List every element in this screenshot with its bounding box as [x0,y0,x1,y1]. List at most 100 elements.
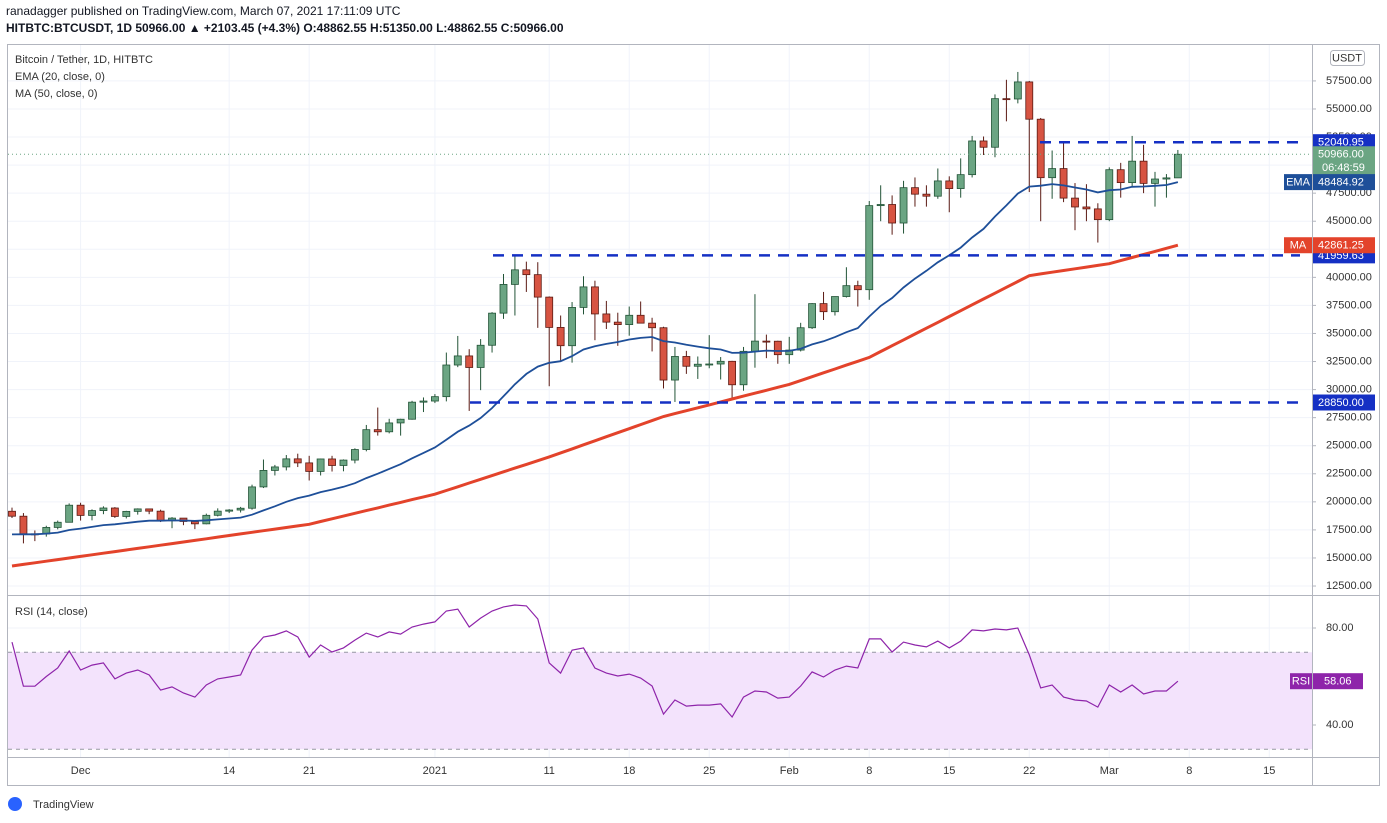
candle-body [705,363,714,366]
candle-body [1002,98,1011,101]
candle-body [591,286,599,315]
plot [8,71,1312,750]
brand: TradingView [8,797,94,811]
candle-body [579,286,588,308]
currency-box [1330,50,1365,66]
candle-body [350,449,359,461]
candle-body [1013,81,1022,100]
candle-body [648,322,656,329]
candle-body [145,508,154,512]
x-tick-label: Dec [71,765,91,777]
candle-body [636,314,645,324]
y-tick-label: 27500.00 [1326,412,1372,424]
x-tick-label: 15 [1263,765,1275,777]
rsi-value: 58.06 [1324,676,1352,688]
ema-legend: EMA (20, close, 0) [15,71,105,83]
candle-body [693,363,702,367]
candle-body [716,360,725,365]
candle-body [1093,208,1102,221]
indicator-name: MA [1290,240,1307,252]
candle-body [533,274,542,298]
candle-body [305,462,314,472]
y-tick-label: 35000.00 [1326,327,1372,339]
candle-body [796,327,805,351]
indicator-line [11,243,1179,568]
price-label: 52040.95 [1318,137,1364,149]
y-tick-label: 40.00 [1326,719,1354,731]
candle-body [671,356,679,381]
candle-body [8,510,16,517]
candle-body [53,521,62,528]
candle-body [728,360,736,386]
candle-body [476,344,485,368]
candle-body [568,307,576,347]
x-tick-label: 25 [703,765,715,777]
indicator-value-box [1313,174,1375,191]
x-tick-label: 2021 [423,765,447,777]
candle-body [831,296,839,313]
candle-body [922,193,931,197]
candle-body [956,174,965,189]
indicator-name-box [1284,237,1312,254]
rsi-line [11,604,1179,719]
y-tick-label: 80.00 [1326,622,1354,634]
candle-body [968,140,977,176]
labels: Bitcoin / Tether, 1D, HITBTC EMA (20, cl… [15,50,1375,777]
candle-body [408,401,416,420]
y-tick-label: 37500.00 [1326,299,1372,311]
y-tick-label: 32500.00 [1326,355,1372,367]
y-tick-label: 57500.00 [1326,75,1372,87]
price-label-box [1313,134,1375,151]
indicator-line [11,181,1179,536]
candle-body [213,510,222,516]
candle-body [842,285,851,297]
candle-body [888,204,897,224]
candle-body [1116,169,1125,184]
y-tick-label: 45000.00 [1326,215,1372,227]
rsi-name-box [1290,673,1312,690]
candle-body [156,510,165,522]
candle-body [293,458,302,464]
y-tick-label: 22500.00 [1326,468,1372,480]
indicator-name: EMA [1286,177,1311,189]
publisher-line: ranadagger published on TradingView.com,… [6,4,401,18]
logo-icon [8,797,22,811]
candle-body [808,303,816,329]
candle-body [899,187,908,224]
y-tick-label: 17500.00 [1326,524,1372,536]
currency: USDT [1332,52,1362,64]
candle-body [133,508,142,512]
x-tick-label: 8 [866,765,872,777]
candle-body [682,356,691,367]
y-tick-label: 40000.00 [1326,271,1372,283]
price-label: 41959.63 [1318,250,1364,262]
indicator-value: 48484.92 [1318,177,1364,189]
candle-body [511,269,519,285]
candle-body [76,504,85,516]
candle-body [522,269,531,276]
candle-body [945,180,954,189]
candle-body [396,418,405,424]
x-tick-label: Mar [1100,765,1119,777]
candle-body [979,140,988,148]
last-price-label: 50966.00 [1318,149,1364,161]
candle-body [431,396,439,402]
candle-body [1128,160,1137,184]
candle-body [1173,153,1182,179]
y-tick-label: 25000.00 [1326,440,1372,452]
candle-body [419,400,428,403]
candle-body [853,285,862,291]
candle-body [933,180,942,197]
candle-body [1151,178,1159,184]
candle-body [739,350,748,386]
indicator-value: 42861.25 [1318,240,1364,252]
candle-body [19,515,28,535]
candle-body [316,458,325,472]
candle-body [465,355,474,368]
candle-body [236,507,245,511]
candle-body [751,340,759,352]
x-tick-label: 15 [943,765,955,777]
candle-body [328,458,336,466]
x-tick-label: 22 [1023,765,1035,777]
